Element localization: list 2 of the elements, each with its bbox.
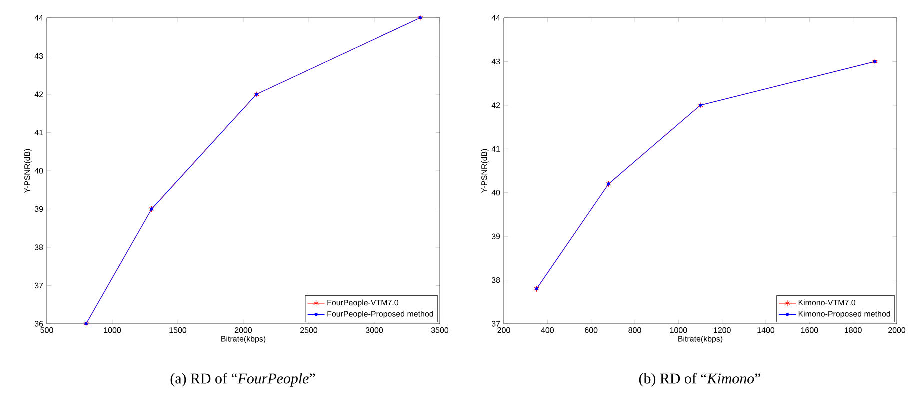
text: (a) RD of “FourPeople” xyxy=(170,373,316,387)
text: (b) RD of “Kimono” xyxy=(639,373,761,387)
